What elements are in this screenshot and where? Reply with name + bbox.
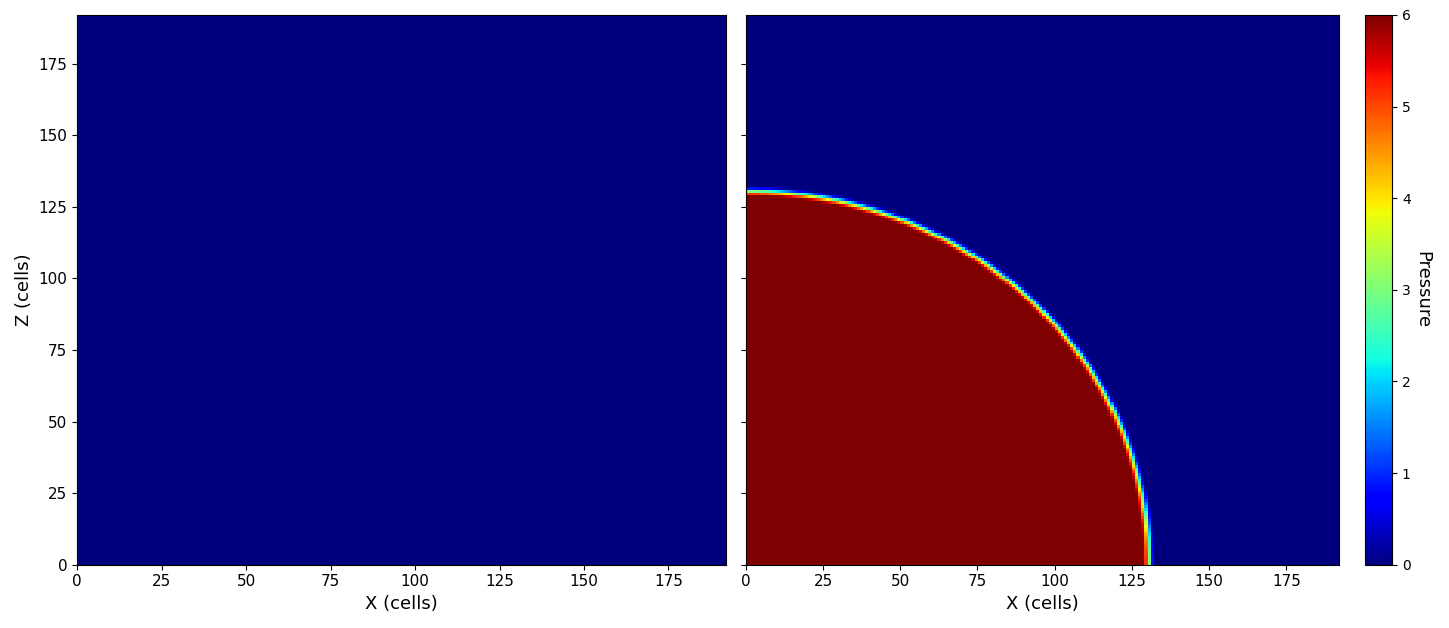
Y-axis label: Pressure: Pressure bbox=[1414, 251, 1432, 328]
X-axis label: X (cells): X (cells) bbox=[365, 595, 438, 613]
Y-axis label: Z (cells): Z (cells) bbox=[14, 254, 33, 326]
X-axis label: X (cells): X (cells) bbox=[1006, 595, 1078, 613]
